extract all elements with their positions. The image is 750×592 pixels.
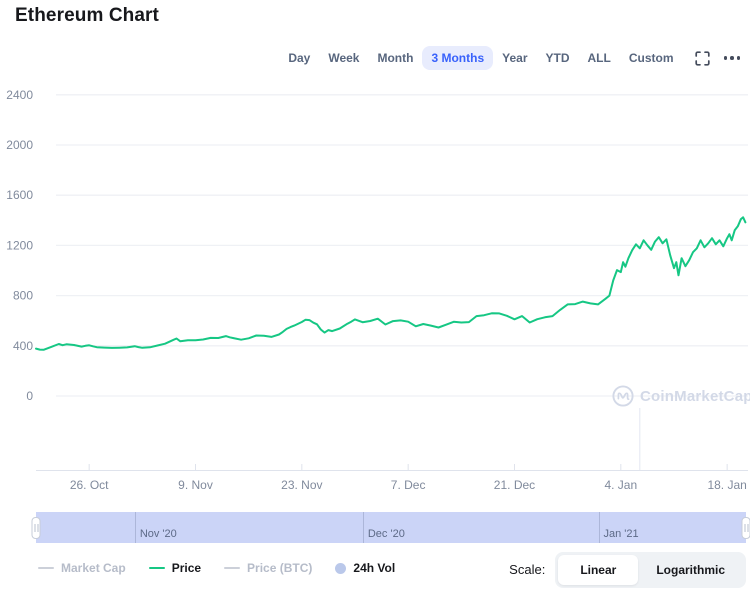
scale-option-linear[interactable]: Linear	[558, 554, 639, 585]
x-axis-label: 4. Jan	[604, 478, 637, 492]
x-axis-label: 23. Nov	[281, 478, 322, 492]
range-button-year[interactable]: Year	[502, 51, 528, 65]
navigator-month-divider	[134, 512, 136, 543]
scale-toggle-row: Scale: Linear Logarithmic	[509, 551, 746, 588]
y-axis-label-2400: 2400	[6, 88, 33, 102]
x-axis-label: 26. Oct	[70, 478, 109, 492]
more-options-ellipsis-icon[interactable]	[723, 56, 740, 60]
y-axis-label-800: 800	[13, 289, 33, 303]
legend-label: Price (BTC)	[247, 561, 313, 575]
legend-line-marker	[148, 567, 165, 569]
y-axis-label-2000: 2000	[6, 138, 33, 152]
y-axis-label-1200: 1200	[6, 238, 33, 252]
x-axis-label: 18. Jan	[707, 478, 746, 492]
range-button-week[interactable]: Week	[328, 51, 360, 65]
range-button-3-months[interactable]: 3 Months	[422, 46, 494, 70]
scale-option-logarithmic[interactable]: Logarithmic	[656, 562, 725, 577]
x-axis-label: 7. Dec	[391, 478, 426, 492]
x-axis-label: 9. Nov	[178, 478, 213, 492]
navigator-left-handle[interactable]	[31, 516, 41, 539]
legend-line-marker	[224, 567, 241, 569]
fullscreen-icon[interactable]	[694, 50, 710, 66]
legend-label: 24h Vol	[353, 561, 396, 575]
range-button-ytd[interactable]: YTD	[545, 51, 570, 65]
x-axis-label: 21. Dec	[494, 478, 535, 492]
navigator-month-label: Nov '20	[139, 528, 177, 540]
legend-line-marker	[38, 567, 54, 569]
page-title: Ethereum Chart	[15, 5, 159, 26]
legend-label: Market Cap	[61, 561, 126, 575]
price-line-series	[35, 216, 747, 351]
scale-caption: Scale:	[509, 562, 546, 577]
legend-label: Price	[171, 561, 202, 575]
legend-circle-marker	[335, 562, 347, 574]
legend-item-market-cap[interactable]: Market Cap	[38, 561, 126, 575]
range-button-all[interactable]: ALL	[587, 51, 611, 65]
chart-legend: Market Cap Price Price (BTC) 24h Vol	[38, 558, 395, 578]
navigator-month-divider	[362, 512, 364, 543]
navigator-right-handle[interactable]	[741, 516, 750, 539]
range-button-day[interactable]: Day	[288, 51, 311, 65]
range-button-month[interactable]: Month	[377, 51, 414, 65]
legend-item-price-btc-[interactable]: Price (BTC)	[224, 561, 312, 575]
legend-item-24h-vol[interactable]: 24h Vol	[335, 561, 395, 575]
navigator-month-divider	[598, 512, 600, 543]
range-navigator[interactable]: Nov '20 Dec '20 Jan '21	[31, 512, 750, 543]
legend-item-price[interactable]: Price	[148, 561, 202, 575]
navigator-month-label: Jan '21	[603, 528, 639, 540]
scale-toggle-group: Linear Logarithmic	[555, 551, 746, 588]
range-button-custom[interactable]: Custom	[628, 51, 674, 65]
navigator-month-label: Dec '20	[367, 528, 405, 540]
y-axis-label-1600: 1600	[6, 188, 33, 202]
y-axis-label-400: 400	[13, 339, 33, 353]
y-axis-label-0: 0	[26, 389, 33, 403]
range-button-group: Day Week Month 3 Months Year YTD ALL Custom	[279, 46, 682, 70]
time-range-toolbar: Day Week Month 3 Months Year YTD ALL Custom	[279, 45, 744, 71]
